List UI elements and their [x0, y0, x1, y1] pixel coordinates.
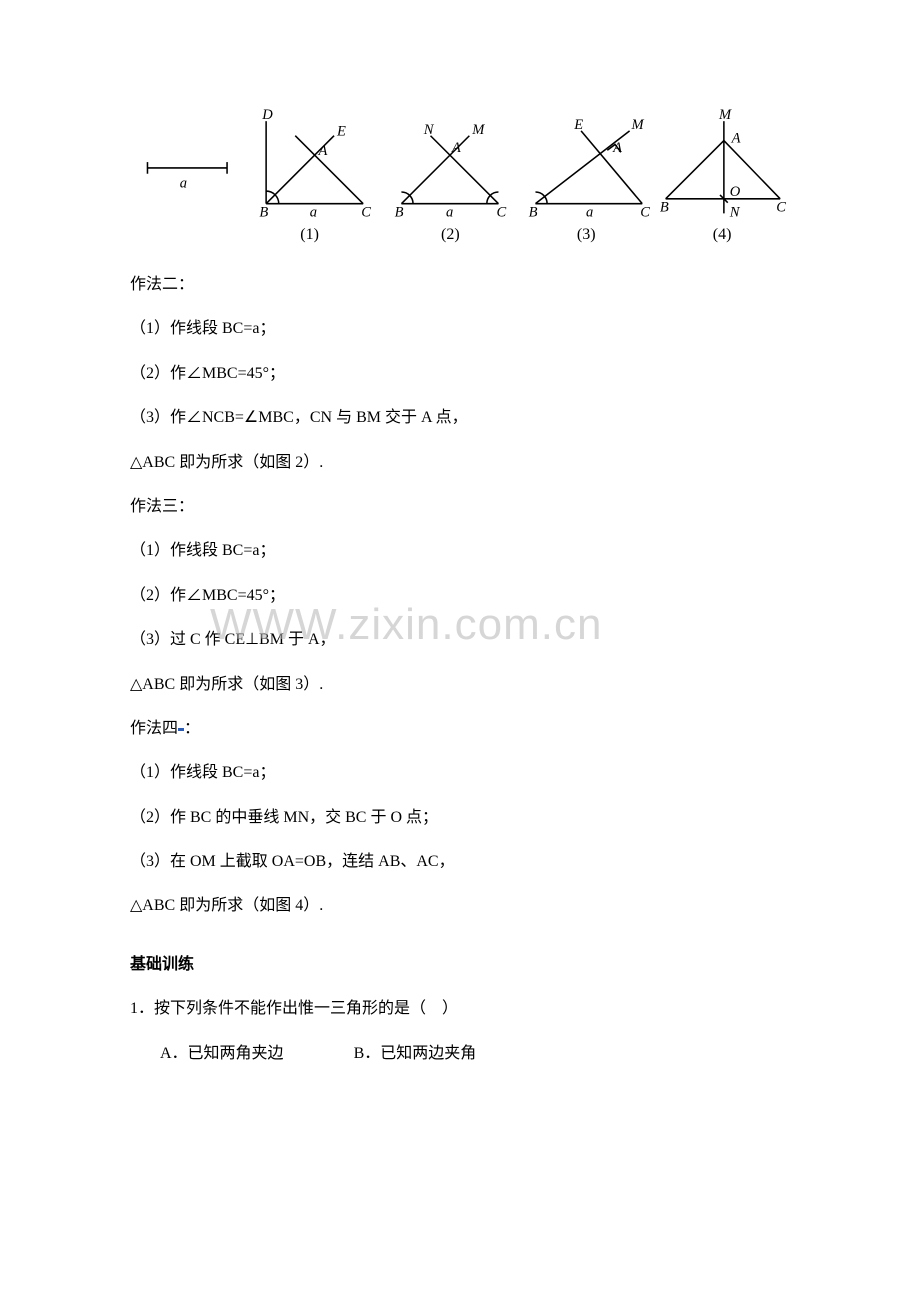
method3-result: △ABC 即为所求（如图 3）.: [130, 674, 790, 696]
method4-title-text: 作法四: [130, 720, 178, 737]
fig-label-2: (2): [382, 226, 518, 244]
method3-step1: （1）作线段 BC=a；: [130, 540, 790, 562]
method4-step3: （3）在 OM 上截取 OA=OB，连结 AB、AC，: [130, 851, 790, 873]
method3-step3: （3）过 C 作 CE⊥BM 于 A，: [130, 629, 790, 651]
svg-text:A: A: [731, 131, 741, 147]
fig-label-4: (4): [654, 226, 790, 244]
figure-row: a D E A B C a N M A B C a: [130, 100, 790, 220]
svg-text:a: a: [586, 204, 593, 220]
figure-3: E M A B C a: [518, 100, 654, 220]
method3-title: 作法三：: [130, 496, 790, 518]
svg-text:B: B: [660, 199, 669, 215]
svg-text:a: a: [310, 204, 317, 220]
method4-result: △ABC 即为所求（如图 4）.: [130, 895, 790, 917]
svg-text:B: B: [259, 204, 268, 220]
method4-step1: （1）作线段 BC=a；: [130, 762, 790, 784]
figure-2: N M A B C a: [382, 100, 518, 220]
method4-title-tail: ：: [184, 720, 200, 737]
figure-4: M A O B C N: [654, 100, 790, 220]
svg-text:M: M: [631, 117, 645, 133]
svg-text:C: C: [776, 199, 786, 215]
method3-step2: （2）作∠MBC=45°；: [130, 585, 790, 607]
segment-a: a: [130, 110, 237, 220]
svg-text:C: C: [641, 204, 651, 220]
svg-text:A: A: [451, 140, 461, 156]
svg-text:a: a: [446, 204, 453, 220]
svg-text:C: C: [497, 204, 507, 220]
option-a: A．已知两角夹边: [160, 1043, 284, 1065]
method2-title: 作法二：: [130, 274, 790, 296]
svg-text:M: M: [718, 107, 732, 123]
method2-step2: （2）作∠MBC=45°；: [130, 363, 790, 385]
svg-text:B: B: [395, 204, 404, 220]
svg-text:M: M: [472, 122, 486, 138]
method4-step2: （2）作 BC 的中垂线 MN，交 BC 于 O 点；: [130, 807, 790, 829]
fig-label-3: (3): [518, 226, 654, 244]
fig-label-1: (1): [237, 226, 383, 244]
svg-text:E: E: [336, 124, 346, 140]
svg-text:C: C: [361, 204, 371, 220]
method2-result: △ABC 即为所求（如图 2）.: [130, 452, 790, 474]
svg-text:E: E: [574, 117, 584, 133]
svg-text:N: N: [729, 204, 741, 220]
method2-step3: （3）作∠NCB=∠MBC，CN 与 BM 交于 A 点，: [130, 407, 790, 429]
option-b: B．已知两边夹角: [354, 1043, 477, 1065]
method4-title: 作法四 ：: [130, 718, 790, 740]
figure-labels-row: (1) (2) (3) (4): [130, 226, 790, 244]
method2-step1: （1）作线段 BC=a；: [130, 318, 790, 340]
svg-text:B: B: [529, 204, 538, 220]
svg-text:a: a: [180, 175, 187, 191]
training-q1: 1．按下列条件不能作出惟一三角形的是（ ）: [130, 998, 790, 1020]
svg-text:D: D: [261, 107, 273, 123]
svg-text:O: O: [730, 184, 741, 200]
training-options-row: A．已知两角夹边 B．已知两边夹角: [130, 1043, 790, 1065]
svg-text:A: A: [612, 140, 622, 156]
svg-text:A: A: [317, 143, 327, 159]
svg-text:N: N: [423, 122, 435, 138]
training-heading: 基础训练: [130, 954, 790, 976]
figure-1: D E A B C a: [237, 100, 383, 220]
